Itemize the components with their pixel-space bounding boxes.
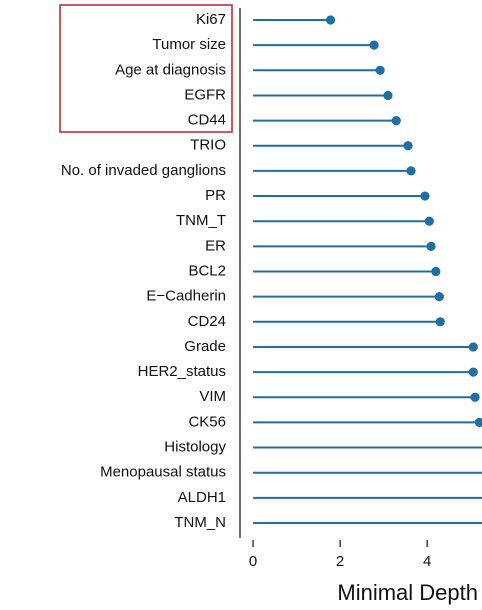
dot [424,216,434,226]
dot [431,266,441,277]
dot [468,342,478,352]
dot [325,15,336,25]
y-tick-label: Menopausal status [100,464,226,481]
plot-area [253,15,482,524]
y-tick-label: CD24 [188,313,226,330]
dot [474,417,482,427]
y-tick-label: TNM_T [176,212,226,229]
dot [403,141,413,151]
y-tick-label: BCL2 [188,262,226,279]
highlight-box [59,4,233,133]
x-axis-title: Minimal Depth [337,580,478,605]
y-tick-label: Histology [164,439,226,456]
x-tick-label: 0 [249,553,257,570]
y-tick-label: CK56 [188,413,226,430]
dot [434,292,444,302]
y-tick-label: ER [205,237,226,254]
x-tick-label: 4 [423,553,431,570]
y-tick-label: Tumor size [152,36,226,53]
dot [391,116,401,126]
dot [406,166,416,176]
y-tick-label: Age at diagnosis [115,61,226,78]
y-tick-label: E−Cadherin [146,288,226,305]
dot [369,40,379,50]
y-tick-label: Ki67 [196,11,226,28]
y-tick-label: PR [205,187,226,204]
y-tick-label: HER2_status [138,363,226,380]
y-tick-label: EGFR [184,86,226,103]
dot [426,241,436,251]
y-tick-label: No. of invaded ganglions [61,162,226,179]
y-tick-label: TRIO [190,137,226,154]
dot [383,90,393,101]
dot [468,367,478,377]
y-tick-label: ALDH1 [178,489,226,506]
y-tick-label: VIM [199,388,226,405]
y-tick-label: Grade [184,338,226,355]
y-tick-label: TNM_N [174,514,226,531]
dot [435,317,445,327]
dot [420,191,430,201]
y-tick-label: CD44 [188,112,226,129]
dot [470,392,480,402]
x-tick-label: 2 [336,553,344,570]
dot [375,65,385,75]
